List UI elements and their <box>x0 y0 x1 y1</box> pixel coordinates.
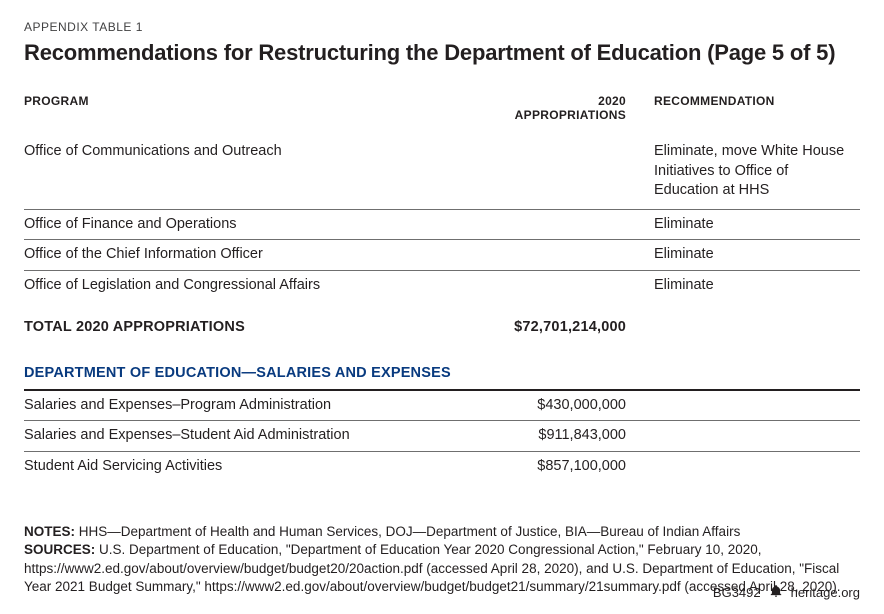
table-overline: APPENDIX TABLE 1 <box>24 20 860 34</box>
cell-recommendation: Eliminate, move White House Initiatives … <box>654 140 860 209</box>
total-empty <box>654 300 860 346</box>
cell-appropriations <box>484 209 654 240</box>
cell-recommendation: Eliminate <box>654 209 860 240</box>
notes-label: NOTES: <box>24 524 75 539</box>
report-code: BG3492 <box>713 585 761 600</box>
cell-program: Office of the Chief Information Officer <box>24 240 484 271</box>
col-recommendation: RECOMMENDATION <box>654 94 860 140</box>
page-title: Recommendations for Restructuring the De… <box>24 40 860 66</box>
cell-appropriations: $430,000,000 <box>484 390 654 421</box>
cell-appropriations <box>484 140 654 209</box>
table-row: Salaries and Expenses–Student Aid Admini… <box>24 421 860 452</box>
site-name: heritage.org <box>791 585 860 600</box>
cell-appropriations <box>484 270 654 300</box>
cell-recommendation <box>654 390 860 421</box>
section-header-row: DEPARTMENT OF EDUCATION—SALARIES AND EXP… <box>24 346 860 390</box>
cell-appropriations: $857,100,000 <box>484 451 654 481</box>
cell-program: Office of Finance and Operations <box>24 209 484 240</box>
bell-icon <box>769 584 783 600</box>
cell-program: Student Aid Servicing Activities <box>24 451 484 481</box>
cell-recommendation <box>654 421 860 452</box>
cell-appropriations <box>484 240 654 271</box>
cell-recommendation <box>654 451 860 481</box>
table-row: Salaries and Expenses–Program Administra… <box>24 390 860 421</box>
cell-recommendation: Eliminate <box>654 240 860 271</box>
col-program: PROGRAM <box>24 94 484 140</box>
table-row: Office of Finance and Operations Elimina… <box>24 209 860 240</box>
col-appropriations: 2020 APPROPRIATIONS <box>484 94 654 140</box>
table-header-row: PROGRAM 2020 APPROPRIATIONS RECOMMENDATI… <box>24 94 860 140</box>
notes-text: HHS—Department of Health and Human Servi… <box>75 524 740 539</box>
section-header: DEPARTMENT OF EDUCATION—SALARIES AND EXP… <box>24 346 860 390</box>
cell-program: Salaries and Expenses–Program Administra… <box>24 390 484 421</box>
cell-program: Office of Legislation and Congressional … <box>24 270 484 300</box>
total-row: TOTAL 2020 APPROPRIATIONS $72,701,214,00… <box>24 300 860 346</box>
cell-program: Office of Communications and Outreach <box>24 140 484 209</box>
table-row: Office of the Chief Information Officer … <box>24 240 860 271</box>
cell-program: Salaries and Expenses–Student Aid Admini… <box>24 421 484 452</box>
sources-label: SOURCES: <box>24 542 95 557</box>
notes-line: NOTES: HHS—Department of Health and Huma… <box>24 523 860 541</box>
table-row: Office of Legislation and Congressional … <box>24 270 860 300</box>
total-value: $72,701,214,000 <box>484 300 654 346</box>
cell-appropriations: $911,843,000 <box>484 421 654 452</box>
table-row: Office of Communications and Outreach El… <box>24 140 860 209</box>
table-row: Student Aid Servicing Activities $857,10… <box>24 451 860 481</box>
footer: BG3492 heritage.org <box>713 584 860 600</box>
recommendations-table: PROGRAM 2020 APPROPRIATIONS RECOMMENDATI… <box>24 94 860 481</box>
total-label: TOTAL 2020 APPROPRIATIONS <box>24 300 484 346</box>
cell-recommendation: Eliminate <box>654 270 860 300</box>
